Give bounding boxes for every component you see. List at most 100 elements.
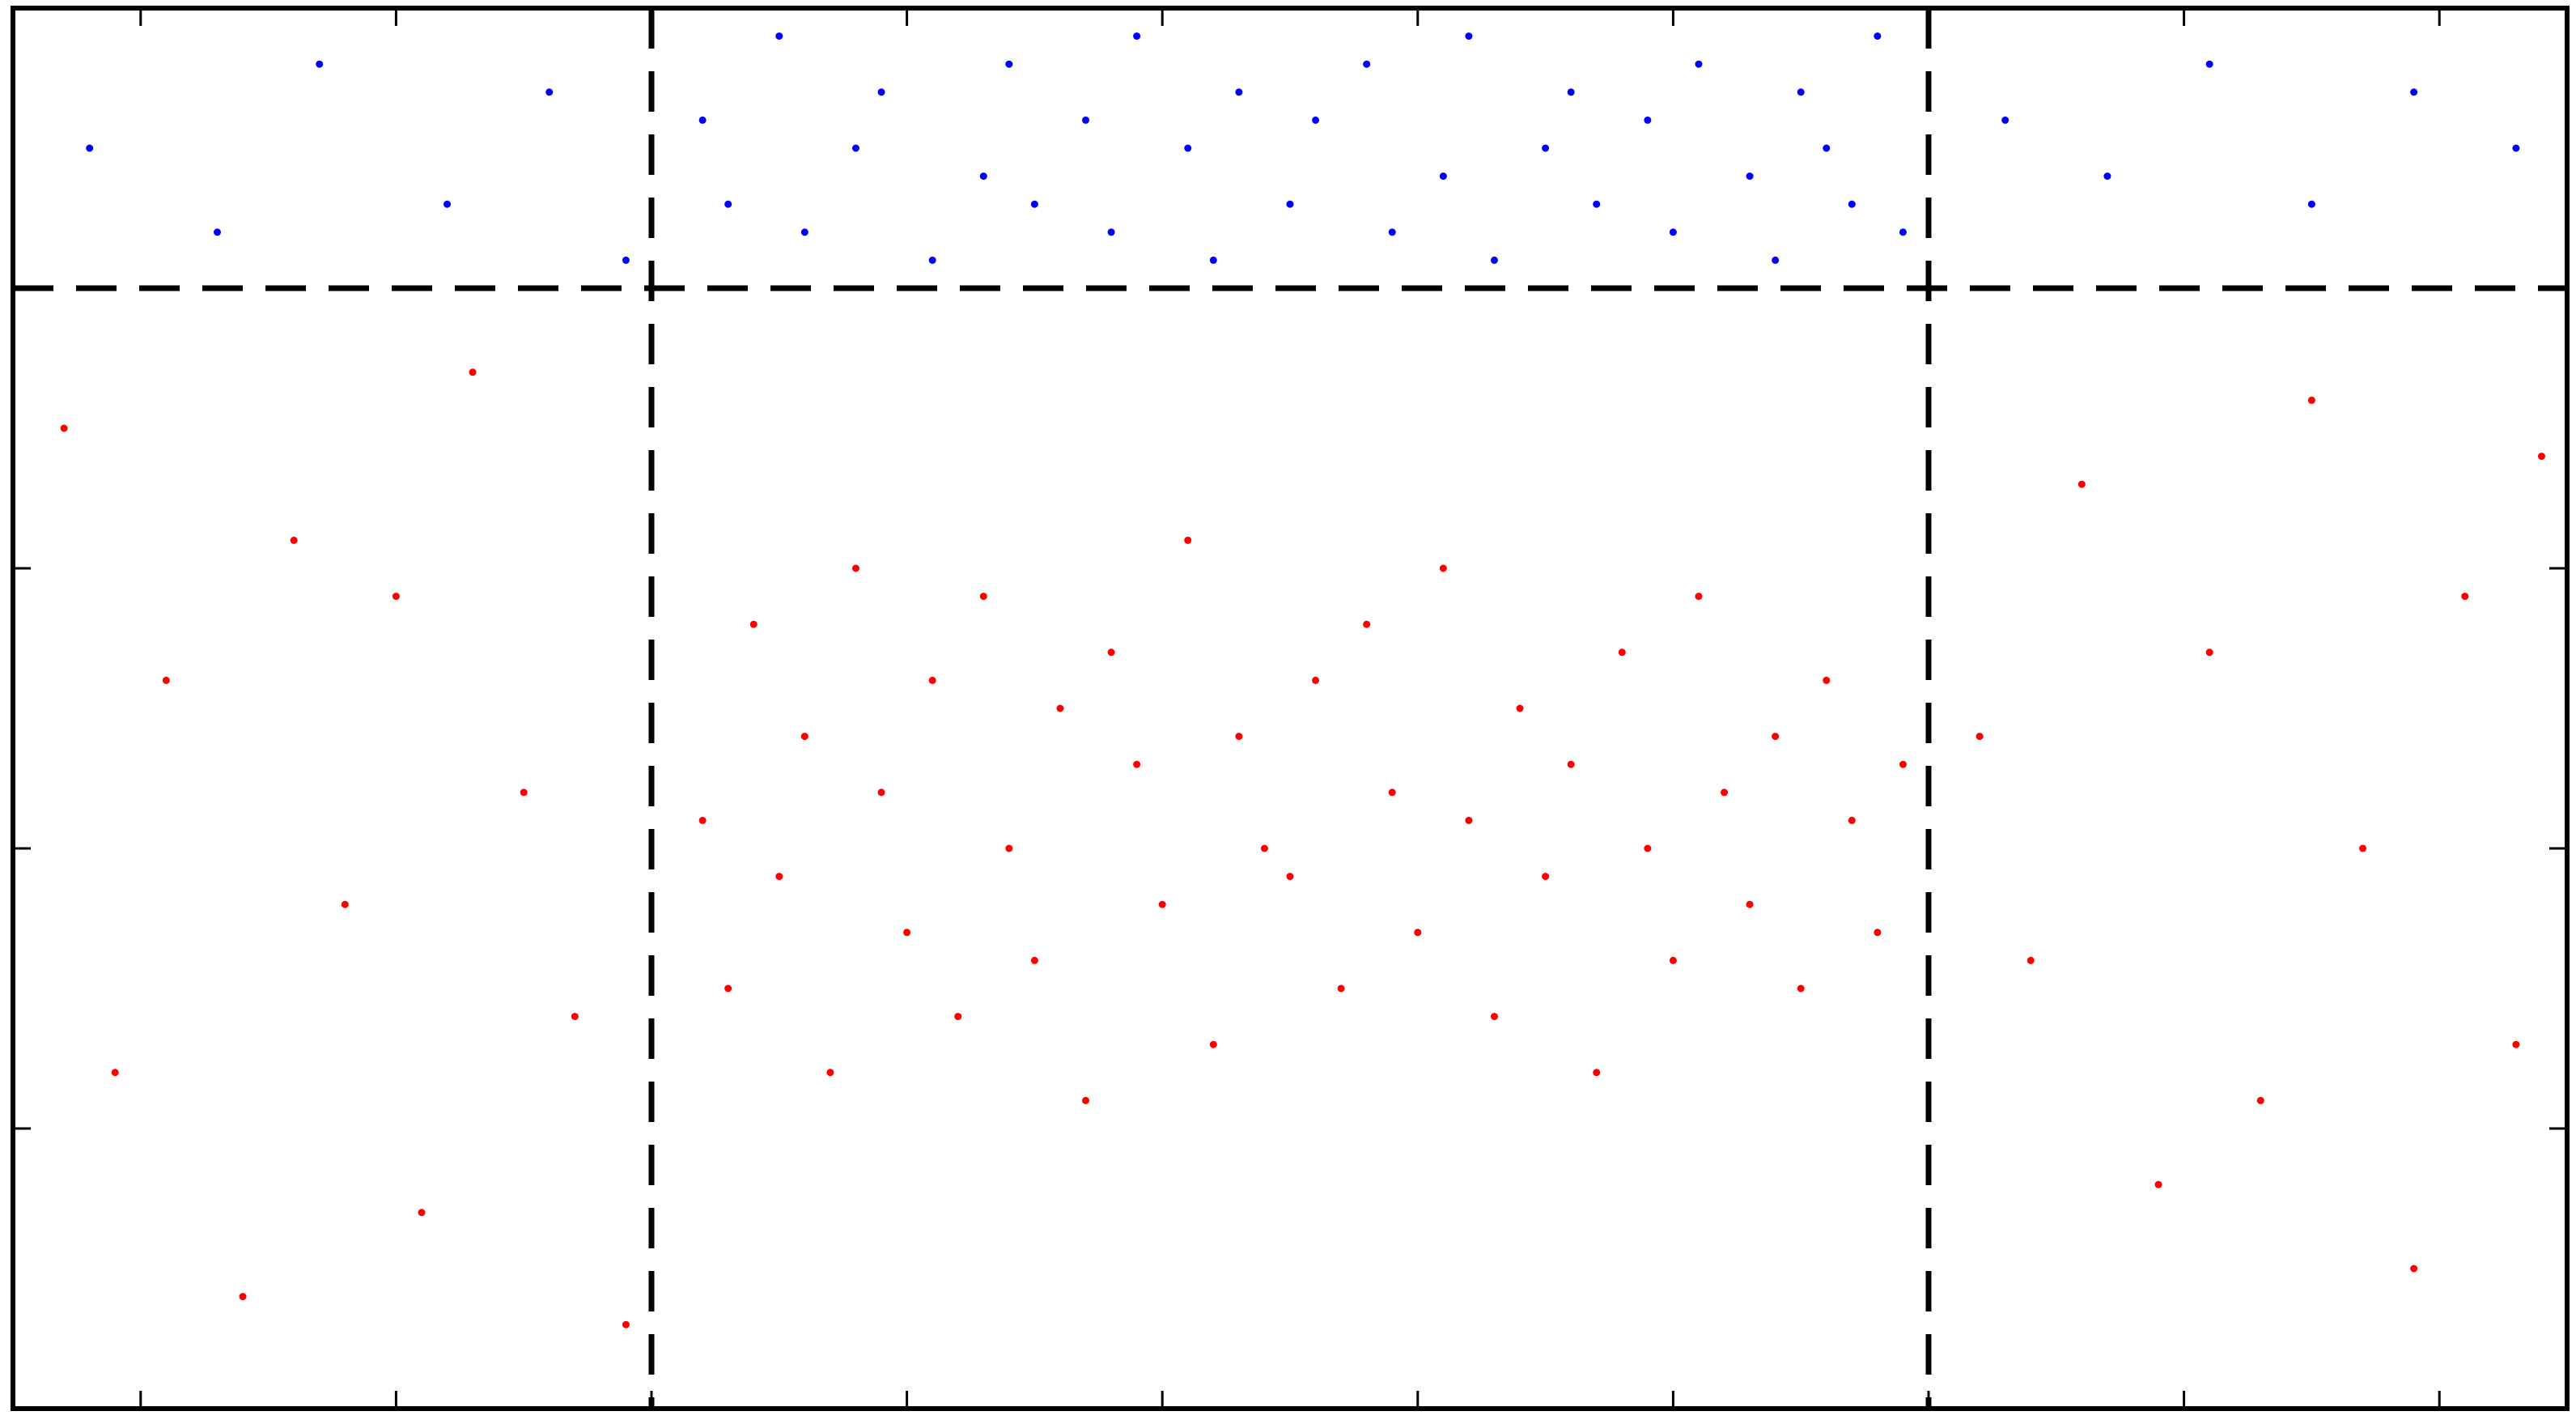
point	[749, 620, 758, 628]
point	[520, 789, 528, 797]
point	[826, 1069, 834, 1077]
point	[2410, 1265, 2418, 1273]
point	[1644, 116, 1652, 124]
point	[2512, 144, 2520, 152]
plot-frame	[11, 6, 2570, 1411]
point	[1209, 1040, 1217, 1048]
point	[1260, 844, 1268, 852]
point	[1772, 733, 1780, 741]
point	[1746, 900, 1754, 908]
point	[1133, 760, 1141, 768]
point	[1133, 32, 1141, 40]
point	[775, 32, 783, 40]
point	[1082, 1096, 1090, 1104]
point	[2205, 648, 2213, 657]
point	[1235, 88, 1243, 96]
point	[392, 593, 400, 601]
point	[1490, 256, 1498, 264]
point	[1669, 228, 1677, 236]
point	[1695, 593, 1703, 601]
point	[1030, 956, 1038, 964]
point	[1695, 60, 1703, 68]
point	[1721, 789, 1729, 797]
point	[1567, 760, 1575, 768]
point	[111, 1069, 119, 1077]
point	[928, 676, 936, 684]
point	[1823, 144, 1831, 152]
point	[1209, 256, 1217, 264]
point	[1107, 648, 1115, 657]
point	[418, 1209, 426, 1217]
point	[2307, 200, 2315, 208]
point	[1414, 929, 1422, 937]
point	[162, 676, 170, 684]
point	[1797, 88, 1805, 96]
point	[1312, 676, 1320, 684]
point	[698, 816, 707, 824]
point	[1823, 676, 1831, 684]
point	[1848, 200, 1856, 208]
point	[1644, 844, 1652, 852]
point	[851, 564, 859, 572]
point	[1056, 704, 1064, 712]
point	[1465, 32, 1473, 40]
point	[928, 256, 936, 264]
point	[2154, 1180, 2162, 1188]
point	[60, 424, 68, 432]
point	[698, 116, 707, 124]
point	[877, 789, 885, 797]
point	[239, 1293, 247, 1301]
point	[1669, 956, 1677, 964]
point	[316, 60, 324, 68]
point	[903, 929, 911, 937]
point	[2026, 956, 2035, 964]
point	[469, 368, 477, 376]
point	[571, 1013, 579, 1021]
point	[1772, 256, 1780, 264]
point	[1158, 900, 1166, 908]
point	[1388, 789, 1396, 797]
point	[800, 733, 808, 741]
point	[2103, 172, 2111, 181]
point	[954, 1013, 962, 1021]
point	[213, 228, 221, 236]
point	[1286, 200, 1294, 208]
point	[1593, 1069, 1601, 1077]
point	[2461, 593, 2469, 601]
point	[1874, 32, 1882, 40]
point	[290, 536, 298, 544]
point	[443, 200, 452, 208]
point	[1107, 228, 1115, 236]
point	[1874, 929, 1882, 937]
point	[1082, 116, 1090, 124]
point	[979, 593, 987, 601]
point	[800, 228, 808, 236]
point	[851, 144, 859, 152]
point	[1388, 228, 1396, 236]
point	[2537, 453, 2545, 461]
point	[1618, 648, 1626, 657]
point	[622, 256, 630, 264]
point	[2359, 844, 2367, 852]
point	[1184, 144, 1192, 152]
point	[877, 88, 885, 96]
point	[1593, 200, 1601, 208]
point	[2307, 396, 2315, 404]
point	[1286, 873, 1294, 881]
point	[1005, 60, 1013, 68]
point	[1797, 984, 1805, 993]
point	[86, 144, 94, 152]
point	[622, 1320, 630, 1328]
point	[2256, 1096, 2264, 1104]
point	[2205, 60, 2213, 68]
point	[1030, 200, 1038, 208]
point	[1439, 172, 1447, 181]
point	[1542, 873, 1550, 881]
point	[2001, 116, 2009, 124]
point	[1746, 172, 1754, 181]
point	[2512, 1040, 2520, 1048]
point	[1516, 704, 1524, 712]
point	[775, 873, 783, 881]
point	[1542, 144, 1550, 152]
